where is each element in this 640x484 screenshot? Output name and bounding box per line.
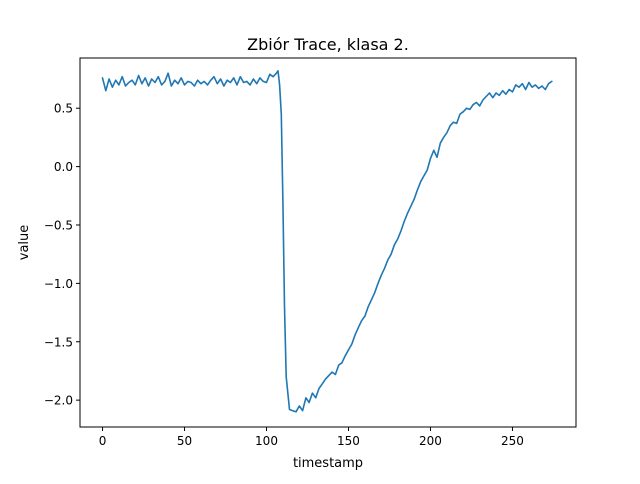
x-tick-label: 200: [419, 434, 442, 448]
plot-area: [80, 58, 576, 427]
x-axis-ticks: 0 50 100 150 200 250: [99, 427, 524, 448]
x-tick-label: 250: [501, 434, 524, 448]
x-tick-label: 50: [177, 434, 192, 448]
x-tick-label: 0: [99, 434, 107, 448]
y-axis-label: value: [17, 225, 32, 261]
y-tick-label: −2.0: [44, 394, 73, 408]
y-tick-label: −1.5: [44, 335, 73, 349]
y-tick-label: −0.5: [44, 218, 73, 232]
y-axis-ticks: −2.0 −1.5 −1.0 −0.5 0.0 0.5: [44, 102, 80, 408]
series-layer: [101, 70, 553, 413]
chart-title: Zbiór Trace, klasa 2.: [247, 35, 409, 54]
axes-frame: [79, 57, 577, 428]
y-tick-label: 0.5: [54, 102, 73, 116]
x-axis-label: timestamp: [293, 456, 363, 471]
y-tick-label: 0.0: [54, 160, 73, 174]
series-line: [101, 70, 553, 413]
x-tick-label: 100: [255, 434, 278, 448]
x-tick-label: 150: [337, 434, 360, 448]
y-tick-label: −1.0: [44, 277, 73, 291]
